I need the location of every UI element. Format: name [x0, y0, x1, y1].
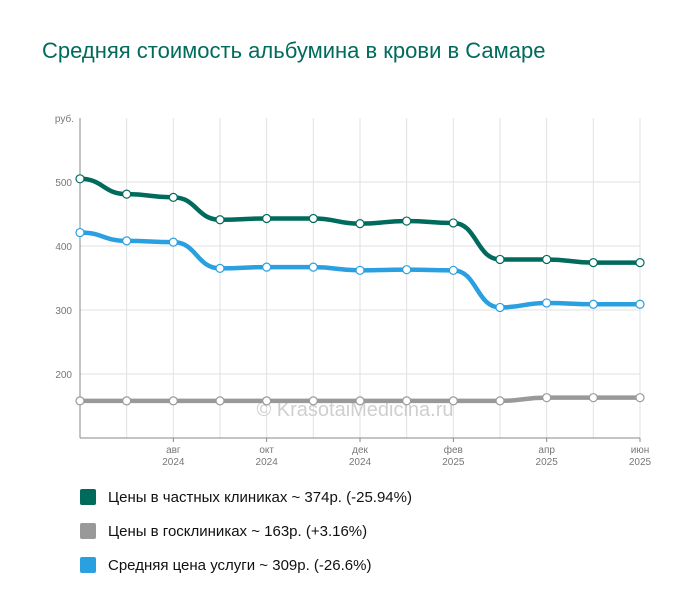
legend-swatch [80, 523, 96, 539]
legend-swatch [80, 557, 96, 573]
grid [80, 118, 641, 438]
data-point[interactable] [122, 189, 132, 199]
y-tick-label: 200 [55, 370, 72, 381]
data-point[interactable] [308, 396, 318, 406]
data-point[interactable] [495, 302, 505, 313]
data-point[interactable] [448, 218, 458, 228]
data-point[interactable] [355, 219, 365, 229]
data-point[interactable] [215, 215, 225, 225]
data-point[interactable] [448, 396, 458, 406]
series-group [75, 174, 645, 406]
data-point[interactable] [122, 236, 132, 246]
data-point[interactable] [355, 265, 365, 275]
data-point[interactable] [402, 396, 412, 406]
data-point[interactable] [495, 254, 505, 265]
x-tick-label-year: 2025 [536, 457, 559, 468]
legend-item[interactable]: Цены в госклиниках ~ 163р. (+3.16%) [80, 520, 412, 542]
data-point[interactable] [355, 396, 365, 406]
data-point[interactable] [168, 192, 178, 202]
data-point[interactable] [542, 298, 552, 308]
legend-item[interactable]: Цены в частных клиниках ~ 374р. (-25.94%… [80, 486, 412, 508]
y-tick-label: 300 [55, 306, 72, 317]
data-point[interactable] [588, 258, 598, 268]
axes: 200300400500руб.авг2024окт2024дек2024фев… [55, 113, 652, 468]
y-tick-label: 500 [55, 178, 72, 189]
legend-label: Цены в частных клиниках ~ 374р. (-25.94%… [108, 488, 412, 506]
x-tick-label-year: 2025 [442, 457, 465, 468]
legend-item[interactable]: Средняя цена услуги ~ 309р. (-26.6%) [80, 554, 412, 576]
data-point[interactable] [215, 396, 225, 406]
x-tick-label-year: 2024 [162, 457, 185, 468]
x-tick-label-year: 2024 [349, 457, 372, 468]
x-tick-label-month: фев [444, 444, 463, 456]
data-point[interactable] [168, 237, 178, 247]
data-point[interactable] [308, 213, 318, 224]
data-point[interactable] [448, 265, 458, 275]
x-tick-label-month: авг [166, 445, 181, 456]
y-tick-label: 400 [55, 242, 72, 253]
data-point[interactable] [635, 299, 645, 309]
legend-label: Средняя цена услуги ~ 309р. (-26.6%) [108, 556, 372, 574]
data-point[interactable] [588, 393, 598, 403]
x-tick-label-month: апр [538, 445, 555, 456]
x-tick-label-month: окт [259, 445, 274, 456]
data-point[interactable] [215, 263, 225, 273]
x-tick-label-year: 2024 [256, 457, 279, 468]
data-point[interactable] [588, 299, 598, 309]
data-point[interactable] [402, 265, 412, 275]
data-point[interactable] [122, 396, 132, 406]
legend-label: Цены в госклиниках ~ 163р. (+3.16%) [108, 522, 368, 540]
y-unit-label: руб. [55, 113, 74, 125]
line-chart: © KrasotaiMedicina.ru 200300400500руб.ав… [55, 113, 652, 468]
x-tick-label-month: дек [352, 445, 368, 456]
data-point[interactable] [402, 216, 412, 226]
data-point[interactable] [262, 262, 272, 272]
data-point[interactable] [495, 396, 505, 406]
data-point[interactable] [168, 396, 178, 406]
x-tick-label-month: июн [631, 445, 650, 456]
data-point[interactable] [262, 396, 272, 406]
chart-title: Средняя стоимость альбумина в крови в Са… [42, 38, 546, 63]
legend-swatch [80, 489, 96, 505]
legend: Цены в частных клиниках ~ 374р. (-25.94%… [80, 486, 412, 588]
data-point[interactable] [308, 262, 318, 272]
data-point[interactable] [75, 174, 85, 184]
x-tick-label-year: 2025 [629, 457, 652, 468]
data-point[interactable] [75, 227, 85, 238]
data-point[interactable] [635, 258, 645, 268]
data-point[interactable] [542, 254, 552, 265]
data-point[interactable] [542, 393, 552, 403]
data-point[interactable] [75, 396, 85, 406]
data-point[interactable] [635, 393, 645, 403]
data-point[interactable] [262, 213, 272, 224]
